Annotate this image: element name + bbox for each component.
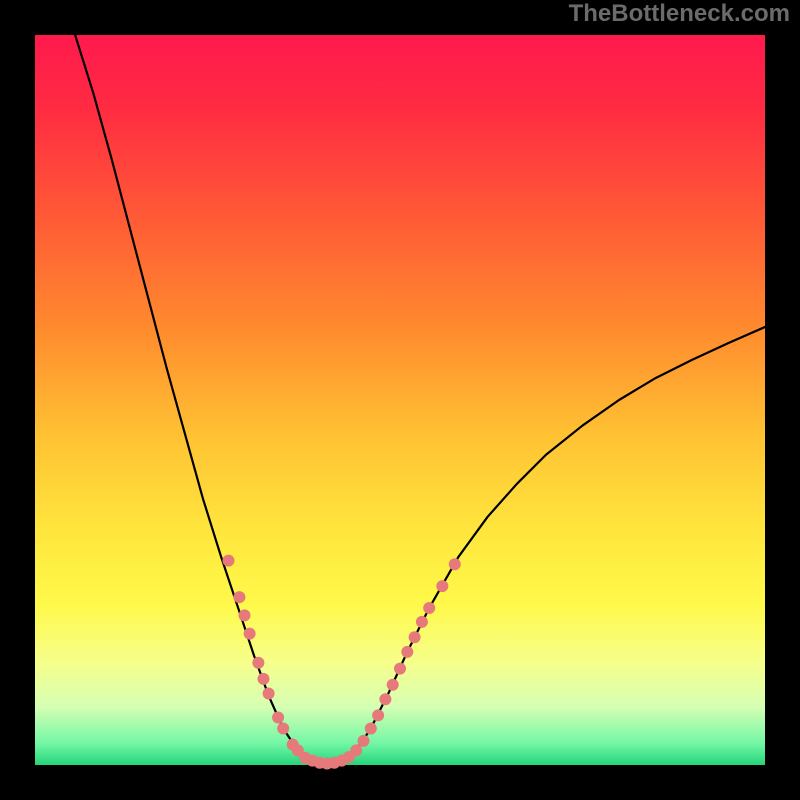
data-point	[436, 580, 448, 592]
data-point	[416, 616, 428, 628]
data-point	[401, 646, 413, 658]
data-point	[239, 609, 251, 621]
watermark-text: TheBottleneck.com	[569, 0, 790, 28]
data-point	[409, 631, 421, 643]
bottleneck-curve	[75, 35, 765, 764]
data-point	[387, 679, 399, 691]
chart-svg	[0, 0, 800, 800]
data-point	[272, 712, 284, 724]
data-point	[423, 602, 435, 614]
data-point	[263, 687, 275, 699]
data-point	[222, 555, 234, 567]
data-point	[365, 723, 377, 735]
data-point	[358, 735, 370, 747]
data-point	[252, 657, 264, 669]
data-point	[244, 628, 256, 640]
data-point	[233, 591, 245, 603]
data-point	[350, 744, 362, 756]
data-point	[372, 709, 384, 721]
data-point	[277, 723, 289, 735]
data-point	[449, 558, 461, 570]
data-point	[257, 673, 269, 685]
data-point	[394, 663, 406, 675]
data-point	[379, 693, 391, 705]
